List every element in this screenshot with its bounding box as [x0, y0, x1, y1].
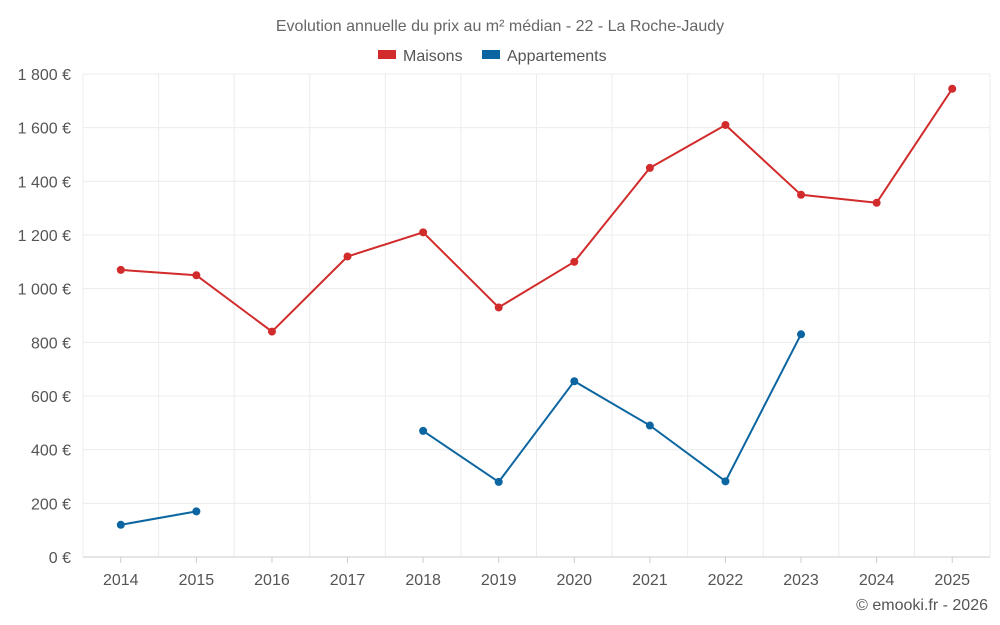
grid [82, 73, 991, 557]
y-tick-label: 1 400 € [18, 174, 71, 191]
y-tick-label: 1 200 € [18, 228, 71, 245]
x-tick-label: 2018 [405, 572, 441, 589]
data-point[interactable] [116, 520, 125, 529]
data-point[interactable] [721, 120, 730, 129]
data-point[interactable] [645, 163, 654, 172]
data-point[interactable] [645, 421, 654, 430]
series [116, 84, 957, 529]
legend-item-maisons[interactable]: Maisons [378, 48, 463, 65]
legend-label-maisons: Maisons [403, 48, 463, 65]
y-tick-label: 1 000 € [18, 282, 71, 299]
data-point[interactable] [570, 377, 579, 386]
x-tick-label: 2020 [556, 572, 592, 589]
data-point[interactable] [948, 84, 957, 93]
x-tick-label: 2023 [783, 572, 819, 589]
x-tick-label: 2014 [103, 572, 139, 589]
credit-text: © emooki.fr - 2026 [856, 597, 988, 614]
x-tick-label: 2021 [632, 572, 668, 589]
x-tick-label: 2022 [708, 572, 744, 589]
legend-swatch-appartements [482, 50, 500, 59]
data-point[interactable] [267, 327, 276, 336]
chart-title: Evolution annuelle du prix au m² médian … [276, 18, 724, 35]
y-tick-label: 400 € [31, 443, 71, 460]
y-tick-label: 1 600 € [18, 121, 71, 138]
legend-label-appartements: Appartements [507, 48, 607, 65]
data-point[interactable] [494, 477, 503, 486]
axes: 0 € 200 € 400 € 600 € 800 € 1 000 € 1 200 € 1 4… [18, 67, 990, 589]
legend-item-appartements[interactable]: Appartements [482, 48, 607, 65]
x-tick-label: 2025 [934, 572, 970, 589]
x-tick-label: 2017 [330, 572, 366, 589]
data-point[interactable] [116, 265, 125, 274]
data-point[interactable] [797, 190, 806, 199]
data-point[interactable] [494, 303, 503, 312]
data-point[interactable] [570, 257, 579, 266]
legend-swatch-maisons [378, 50, 396, 59]
series-appartements [116, 330, 806, 529]
data-point[interactable] [872, 198, 881, 207]
data-point[interactable] [721, 477, 730, 486]
x-tick-label: 2019 [481, 572, 517, 589]
y-tick-label: 200 € [31, 496, 71, 513]
data-point[interactable] [192, 271, 201, 280]
series-maisons [116, 84, 957, 336]
data-point[interactable] [419, 426, 428, 435]
y-tick-label: 0 € [49, 550, 71, 567]
x-tick-label: 2016 [254, 572, 290, 589]
series-line [422, 333, 802, 483]
data-point[interactable] [192, 507, 201, 516]
data-point[interactable] [797, 330, 806, 339]
y-tick-label: 1 800 € [18, 67, 71, 84]
data-point[interactable] [343, 252, 352, 261]
y-tick-label: 600 € [31, 389, 71, 406]
y-tick-label: 800 € [31, 335, 71, 352]
series-line [120, 510, 197, 526]
data-point[interactable] [419, 228, 428, 237]
x-tick-label: 2015 [179, 572, 215, 589]
x-tick-label: 2024 [859, 572, 895, 589]
legend: Maisons Appartements [378, 48, 607, 65]
series-line [120, 88, 954, 333]
